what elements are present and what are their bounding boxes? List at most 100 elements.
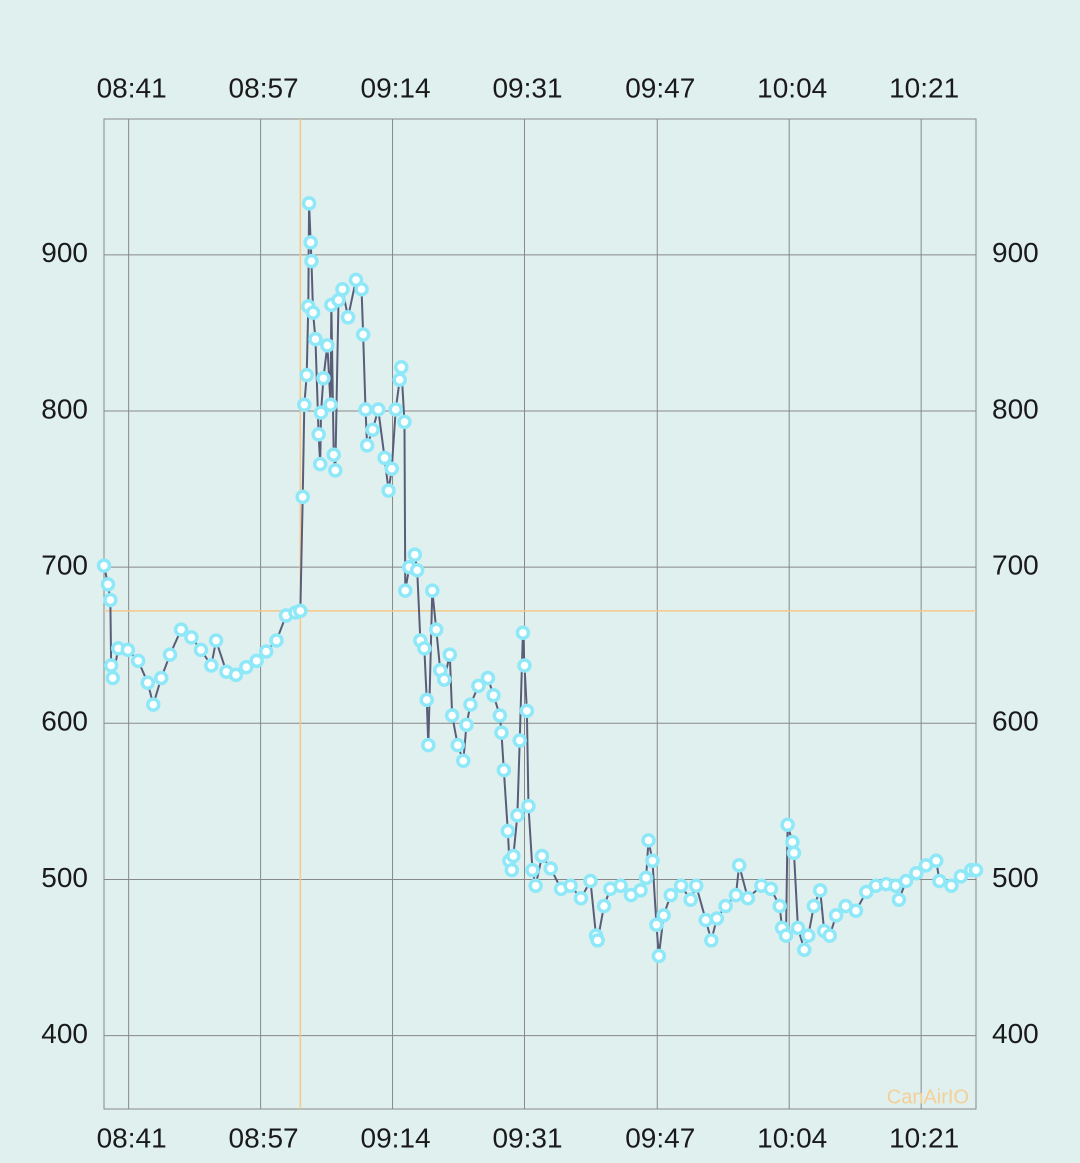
data-point [436, 672, 452, 687]
data-point [780, 817, 795, 833]
data-point [407, 547, 423, 562]
data-point [525, 862, 540, 878]
x-tick-label-top: 09:31 [492, 72, 562, 103]
data-point [311, 427, 326, 442]
data-point [96, 558, 112, 573]
data-point [510, 808, 525, 823]
data-point [442, 647, 458, 662]
data-point [673, 878, 689, 893]
y-tick-label-right: 600 [992, 706, 1039, 737]
data-point [397, 414, 412, 430]
data-point [354, 281, 369, 297]
data-point [328, 463, 343, 478]
data-point [398, 583, 413, 598]
data-point [651, 948, 667, 964]
data-point [312, 456, 328, 472]
data-point [953, 869, 969, 884]
data-point [313, 405, 329, 420]
data-point [130, 653, 146, 669]
data-point [778, 928, 794, 943]
data-point [305, 305, 321, 320]
watermark: CanAirIO [887, 1086, 969, 1108]
data-point [534, 848, 550, 864]
data-point [355, 327, 371, 342]
data-point [162, 647, 178, 662]
data-point [359, 438, 375, 453]
data-point [740, 890, 756, 906]
x-tick-label-bottom: 08:41 [97, 1122, 167, 1153]
x-tick-label-bottom: 09:14 [361, 1122, 431, 1153]
data-point [463, 697, 478, 712]
data-point [709, 911, 725, 926]
data-point [968, 862, 984, 878]
y-tick-label-left: 900 [41, 237, 88, 268]
data-point [417, 641, 432, 656]
data-point [583, 873, 598, 889]
data-point [898, 873, 914, 889]
data-point [409, 563, 425, 578]
data-point [500, 823, 516, 839]
data-point [859, 884, 874, 900]
data-line [103, 203, 976, 957]
y-tick-label-right: 700 [992, 550, 1039, 581]
data-point [515, 625, 531, 640]
data-point [763, 881, 779, 897]
data-point [772, 898, 787, 914]
data-point [204, 658, 219, 673]
data-point [496, 762, 512, 778]
data-point [786, 845, 802, 861]
data-point [228, 667, 244, 683]
data-point [812, 883, 828, 898]
data-point [822, 928, 837, 943]
data-point [512, 733, 527, 748]
x-tick-label-top: 10:21 [889, 72, 959, 103]
data-point [429, 622, 444, 637]
data-point [718, 898, 733, 914]
y-tick-label-right: 800 [992, 393, 1039, 424]
data-point [563, 878, 578, 893]
x-tick-label-top: 09:14 [361, 72, 431, 103]
x-tick-label-bottom: 08:57 [229, 1122, 299, 1153]
data-point [173, 622, 189, 637]
data-point [638, 870, 654, 886]
x-tick-label-bottom: 09:47 [625, 1122, 695, 1153]
data-point [193, 642, 209, 658]
y-tick-label-left: 800 [41, 393, 88, 424]
data-point [377, 450, 392, 466]
y-tick-label-right: 500 [992, 862, 1039, 893]
data-point [909, 865, 924, 881]
data-point [698, 912, 713, 928]
data-point [801, 928, 816, 943]
data-point [293, 603, 308, 619]
data-point [486, 687, 501, 703]
data-point [641, 833, 656, 848]
data-point [394, 360, 409, 375]
data-point [797, 942, 812, 957]
data-point [239, 659, 254, 675]
data-point [208, 633, 224, 648]
data-point [384, 461, 400, 477]
data-point [456, 753, 471, 769]
data-point [358, 402, 373, 417]
data-point [688, 878, 704, 893]
data-point [146, 697, 161, 712]
data-point [370, 402, 386, 417]
data-point [303, 235, 318, 250]
data-point [704, 933, 719, 948]
y-tick-label-left: 600 [41, 706, 88, 737]
data-point [891, 892, 907, 908]
data-point [521, 798, 536, 814]
data-point [785, 834, 800, 850]
data-point [929, 853, 944, 868]
data-point [656, 908, 671, 923]
y-tick-label-right: 900 [992, 237, 1039, 268]
x-tick-label-top: 09:47 [625, 72, 695, 103]
y-tick-label-left: 700 [41, 550, 88, 581]
data-point [365, 422, 380, 437]
highlight [104, 119, 976, 1109]
data-point [269, 633, 284, 648]
data-point [320, 338, 335, 353]
data-point [392, 372, 407, 388]
data-point [326, 447, 341, 462]
